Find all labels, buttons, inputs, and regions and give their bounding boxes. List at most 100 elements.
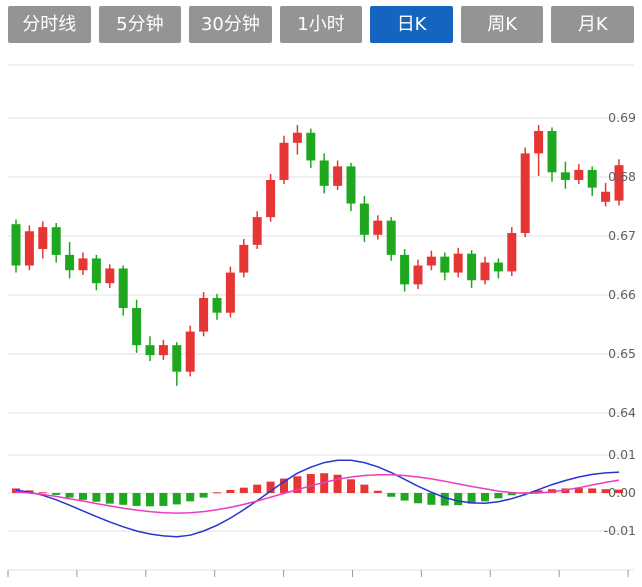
candle-body xyxy=(587,169,597,188)
macd-histogram-bar xyxy=(38,492,47,494)
macd-histogram-bar xyxy=(92,493,101,502)
candle-body xyxy=(279,142,289,180)
candle-body xyxy=(453,253,463,273)
candle-body xyxy=(574,169,584,180)
macd-histogram-bar xyxy=(534,490,543,493)
candle-body xyxy=(346,166,356,204)
candle-body xyxy=(400,254,410,285)
candle-body xyxy=(212,297,222,313)
macd-histogram-bar xyxy=(266,481,275,493)
candle-body xyxy=(426,256,436,266)
macd-histogram-bar xyxy=(119,493,128,505)
y-axis-label: 0.64 xyxy=(608,405,636,420)
macd-histogram-bar xyxy=(400,493,409,501)
candle-body xyxy=(65,254,75,271)
candle-body xyxy=(158,345,168,356)
macd-histogram-bar xyxy=(199,493,208,498)
candle-body xyxy=(520,153,530,234)
candle-body xyxy=(560,172,570,180)
y-axis-label: 0.67 xyxy=(608,228,636,243)
macd-histogram-bar xyxy=(333,474,342,493)
candle-body xyxy=(24,231,34,266)
candle-body xyxy=(51,227,61,255)
candle-body xyxy=(105,268,115,284)
macd-histogram-bar xyxy=(293,476,302,493)
macd-histogram-bar xyxy=(306,474,315,493)
macd-histogram-bar xyxy=(574,488,583,493)
macd-histogram-bar xyxy=(280,478,288,493)
macd-histogram-bar xyxy=(467,493,476,504)
candle-body xyxy=(185,331,195,372)
macd-histogram-bar xyxy=(548,489,556,493)
candle-body xyxy=(78,258,88,271)
y-axis-label: 0.69 xyxy=(608,110,636,125)
y-axis-label: -0.01 xyxy=(604,523,636,538)
macd-histogram-bar xyxy=(615,489,623,493)
candle-body xyxy=(614,165,624,201)
macd-histogram-bar xyxy=(52,493,61,495)
macd-histogram-bar xyxy=(159,493,168,506)
candle-body xyxy=(118,268,128,308)
candle-body xyxy=(225,272,235,313)
tab-5min[interactable]: 5分钟 xyxy=(98,6,182,43)
candle-body xyxy=(239,244,249,273)
tab-monthly-k[interactable]: 月K xyxy=(551,6,635,43)
tab-weekly-k[interactable]: 周K xyxy=(460,6,544,43)
macd-histogram-bar xyxy=(427,493,436,505)
tab-minute-line[interactable]: 分时线 xyxy=(8,6,91,43)
candle-body xyxy=(480,262,490,281)
macd-histogram-bar xyxy=(494,493,503,499)
y-axis-label: 0.00 xyxy=(608,485,636,500)
candle-body xyxy=(413,265,423,285)
candle-body xyxy=(601,191,611,202)
candle-body xyxy=(252,217,262,245)
macd-histogram-bar xyxy=(373,490,382,493)
candle-body xyxy=(91,258,101,284)
y-axis-label: 0.68 xyxy=(608,169,636,184)
candle-body xyxy=(547,130,557,173)
y-axis-label: 0.65 xyxy=(608,346,636,361)
candle-body xyxy=(386,220,396,255)
candle-body xyxy=(493,262,503,272)
macd-histogram-bar xyxy=(347,479,355,493)
candle-body xyxy=(172,345,182,372)
macd-histogram-bar xyxy=(414,493,422,504)
candle-body xyxy=(38,227,48,249)
macd-histogram-bar xyxy=(172,493,181,505)
candle-body xyxy=(199,297,209,332)
candle-body xyxy=(359,203,369,235)
tab-30min[interactable]: 30分钟 xyxy=(189,6,272,43)
macd-histogram-bar xyxy=(360,484,369,493)
candle-body xyxy=(319,160,329,186)
candle-body xyxy=(132,307,142,346)
macd-histogram-bar xyxy=(481,493,489,502)
interval-tabbar: 分时线 5分钟 30分钟 1小时 日K 周K 月K xyxy=(8,6,635,43)
macd-histogram-bar xyxy=(105,493,114,504)
dea-line xyxy=(15,474,620,514)
macd-histogram-bar xyxy=(186,493,195,502)
macd-histogram-bar xyxy=(79,493,87,500)
macd-histogram-bar xyxy=(588,488,597,493)
macd-histogram-bar xyxy=(65,493,74,498)
tab-daily-k[interactable]: 日K xyxy=(370,6,453,43)
macd-histogram-bar xyxy=(387,493,396,497)
macd-histogram-bar xyxy=(507,493,516,496)
tab-1hour[interactable]: 1小时 xyxy=(279,6,363,43)
macd-histogram-bar xyxy=(454,493,463,506)
macd-histogram-bar xyxy=(213,492,221,494)
macd-histogram-bar xyxy=(226,489,235,493)
candle-body xyxy=(333,166,343,186)
candle-body xyxy=(11,224,21,266)
macd-histogram-bar xyxy=(440,493,449,506)
candle-body xyxy=(440,256,450,273)
macd-histogram-bar xyxy=(132,493,141,506)
candle-body xyxy=(373,220,383,235)
candle-body xyxy=(266,179,276,218)
candle-body xyxy=(507,233,517,272)
candle-body xyxy=(534,130,544,154)
dif-line xyxy=(15,459,620,538)
macd-histogram-bar xyxy=(239,487,248,493)
macd-histogram-bar xyxy=(146,493,154,507)
